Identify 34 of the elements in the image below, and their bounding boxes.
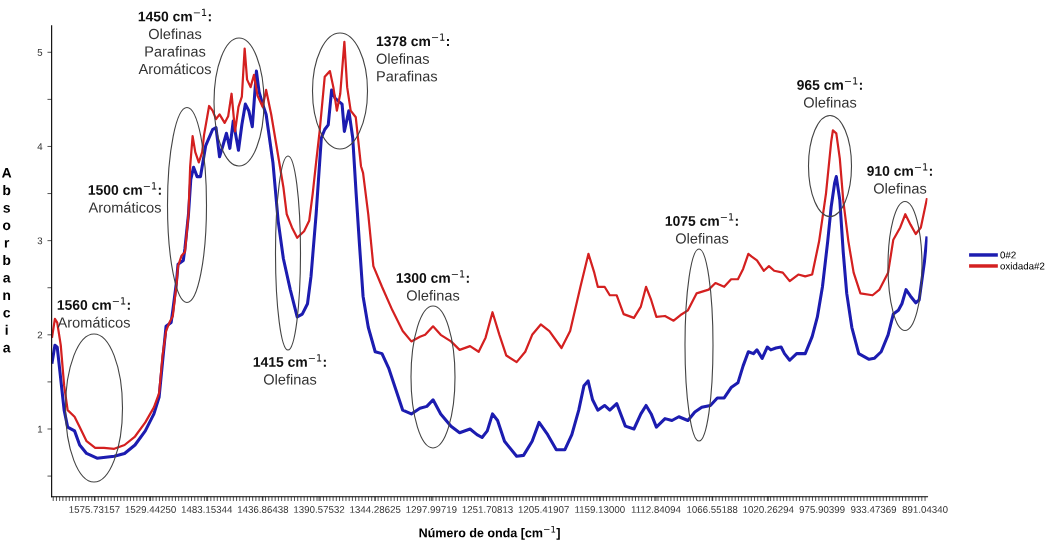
x-tick-label: 1390.57532 xyxy=(294,506,345,513)
x-tick-label: 1020.26294 xyxy=(743,506,794,513)
x-tick-label: 1297.99719 xyxy=(406,506,457,513)
x-axis-title: Número de onda [cm$^{−1}$] xyxy=(419,526,560,540)
annotation: 965 cm$^{−1}$: Olefinas xyxy=(797,77,862,108)
y-tick-label: 1 xyxy=(37,425,43,433)
x-tick-label: 975.90399 xyxy=(799,506,845,513)
annotation: 1300 cm$^{−1}$: Olefinas xyxy=(396,270,469,301)
x-tick-label: 1159.13000 xyxy=(575,506,625,513)
legend-label: oxidada#2 xyxy=(1000,262,1045,270)
annotation: 1450 cm$^{−1}$: Olefinas Parafinas Aromáticos xyxy=(138,8,211,75)
x-tick-label: 1575.73157 xyxy=(69,506,120,513)
x-tick-label: 1205.41907 xyxy=(518,506,569,513)
y-tick-label: 4 xyxy=(37,143,43,150)
y-tick-label: 5 xyxy=(37,49,43,56)
legend-label: 0#2 xyxy=(1000,251,1016,259)
x-tick-label: 933.47369 xyxy=(851,506,897,513)
y-tick-label: 3 xyxy=(37,237,43,245)
x-tick-label: 1529.44250 xyxy=(125,506,176,513)
annotation: 1075 cm$^{−1}$: Olefinas xyxy=(665,213,738,244)
x-tick-label: 891.04340 xyxy=(902,506,948,513)
x-tick-label: 1436.86438 xyxy=(237,506,289,513)
y-tick-label: 2 xyxy=(37,331,43,339)
x-tick-label: 1112.84094 xyxy=(631,506,681,513)
annotation: 910 cm$^{−1}$: Olefinas xyxy=(867,163,932,194)
x-tick-label: 1344.28625 xyxy=(350,506,401,513)
annotation: 1415 cm$^{−1}$: Olefinas xyxy=(253,354,326,385)
annotation: 1560 cm$^{−1}$: Aromáticos xyxy=(57,297,130,328)
x-tick-label: 1483.15344 xyxy=(181,506,233,513)
annotation: 1500 cm$^{−1}$: Aromáticos xyxy=(88,182,161,213)
x-tick-label: 1251.70813 xyxy=(462,506,513,513)
text: Absorbancia xyxy=(1,168,12,353)
x-tick-label: 1066.55188 xyxy=(687,506,738,513)
text: 1378 cm$^{−1}$: Olefinas Parafinas xyxy=(376,33,449,82)
